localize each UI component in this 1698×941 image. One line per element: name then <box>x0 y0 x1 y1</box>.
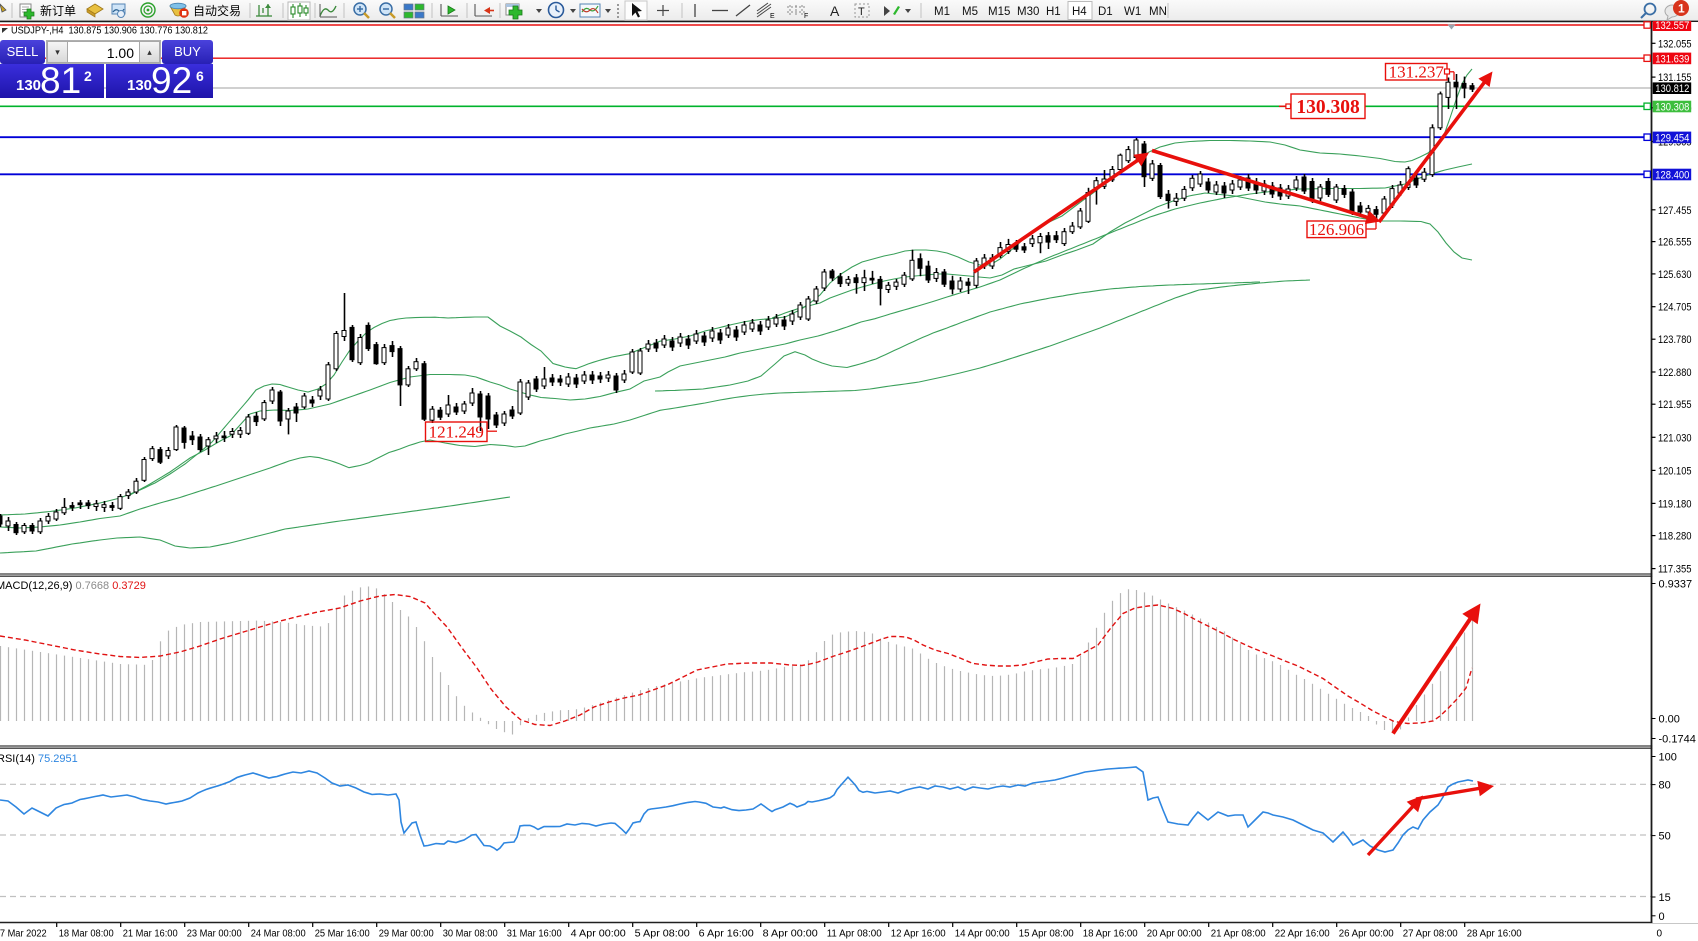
svg-text:18 Apr 16:00: 18 Apr 16:00 <box>1083 929 1138 940</box>
svg-text:121.955: 121.955 <box>1658 399 1692 411</box>
svg-text:新订单: 新订单 <box>40 3 76 18</box>
svg-text:23 Mar 00:00: 23 Mar 00:00 <box>187 929 242 940</box>
svg-text:12 Apr 16:00: 12 Apr 16:00 <box>891 929 946 940</box>
svg-text:100: 100 <box>1659 752 1677 764</box>
svg-text:130.308: 130.308 <box>1296 97 1360 118</box>
svg-text:21 Apr 08:00: 21 Apr 08:00 <box>1211 929 1266 940</box>
svg-text:130.308: 130.308 <box>1655 102 1689 114</box>
svg-text:27 Apr 08:00: 27 Apr 08:00 <box>1403 929 1458 940</box>
svg-text:123.780: 123.780 <box>1658 334 1692 346</box>
svg-text:M5: M5 <box>962 6 978 18</box>
svg-text:125.630: 125.630 <box>1658 269 1692 281</box>
svg-text:T: T <box>858 6 865 18</box>
svg-text:17 Mar 2022: 17 Mar 2022 <box>0 929 47 940</box>
svg-text:8 Apr 00:00: 8 Apr 00:00 <box>763 929 818 940</box>
svg-text:22 Apr 16:00: 22 Apr 16:00 <box>1275 929 1330 940</box>
svg-text:118.280: 118.280 <box>1658 531 1692 543</box>
svg-text:1: 1 <box>1678 2 1685 16</box>
svg-text:E: E <box>770 13 775 20</box>
svg-text:119.180: 119.180 <box>1658 498 1692 510</box>
svg-text:0.9337: 0.9337 <box>1659 579 1693 591</box>
svg-text:124.705: 124.705 <box>1658 302 1692 314</box>
svg-text:W1: W1 <box>1124 6 1141 18</box>
svg-text:130.812: 130.812 <box>1655 83 1689 95</box>
svg-text:131.639: 131.639 <box>1655 53 1689 65</box>
svg-text:H4: H4 <box>1072 6 1087 18</box>
svg-text:31 Mar 16:00: 31 Mar 16:00 <box>507 929 562 940</box>
svg-text:6 Apr 16:00: 6 Apr 16:00 <box>699 929 754 940</box>
svg-text:121.249: 121.249 <box>429 423 484 442</box>
svg-text:29 Mar 00:00: 29 Mar 00:00 <box>379 929 434 940</box>
svg-text:MACD(12,26,9) 0.7668 0.3729: MACD(12,26,9) 0.7668 0.3729 <box>0 580 146 592</box>
svg-text:117.355: 117.355 <box>1658 564 1692 576</box>
svg-text:122.880: 122.880 <box>1658 367 1692 379</box>
svg-text:MN: MN <box>1149 6 1167 18</box>
svg-text:131.155: 131.155 <box>1658 72 1692 84</box>
svg-text:D1: D1 <box>1098 6 1113 18</box>
svg-text:126.906: 126.906 <box>1309 220 1364 239</box>
svg-text:0: 0 <box>1659 911 1665 923</box>
svg-text:50: 50 <box>1659 831 1671 843</box>
svg-text:M30: M30 <box>1017 6 1039 18</box>
svg-text:14 Apr 00:00: 14 Apr 00:00 <box>955 929 1010 940</box>
svg-text:21 Mar 16:00: 21 Mar 16:00 <box>123 929 178 940</box>
svg-text:F: F <box>804 13 808 20</box>
svg-text:126.555: 126.555 <box>1658 237 1692 249</box>
svg-text:132.557: 132.557 <box>1655 20 1689 32</box>
svg-text:11 Apr 08:00: 11 Apr 08:00 <box>827 929 882 940</box>
svg-text:28 Apr 16:00: 28 Apr 16:00 <box>1467 929 1522 940</box>
svg-text:15: 15 <box>1659 892 1671 904</box>
svg-text:25 Mar 16:00: 25 Mar 16:00 <box>315 929 370 940</box>
svg-text:M1: M1 <box>934 6 950 18</box>
svg-text:H1: H1 <box>1046 6 1061 18</box>
svg-text:0.00: 0.00 <box>1659 714 1680 726</box>
svg-text:A: A <box>830 3 840 19</box>
svg-text:80: 80 <box>1659 780 1671 792</box>
svg-text:129.454: 129.454 <box>1655 132 1689 144</box>
svg-text:24 Mar 08:00: 24 Mar 08:00 <box>251 929 306 940</box>
svg-text:18 Mar 08:00: 18 Mar 08:00 <box>59 929 114 940</box>
svg-text:M15: M15 <box>988 6 1010 18</box>
svg-text:26 Apr 00:00: 26 Apr 00:00 <box>1339 929 1394 940</box>
svg-text:5 Apr 08:00: 5 Apr 08:00 <box>635 929 690 940</box>
svg-text:120.105: 120.105 <box>1658 465 1692 477</box>
svg-text:132.055: 132.055 <box>1658 38 1692 50</box>
svg-text:-0.1744: -0.1744 <box>1659 734 1696 746</box>
svg-text:RSI(14) 75.2951: RSI(14) 75.2951 <box>0 753 78 765</box>
svg-text:20 Apr 00:00: 20 Apr 00:00 <box>1147 929 1202 940</box>
svg-text:121.030: 121.030 <box>1658 432 1692 444</box>
svg-text:0: 0 <box>1657 929 1663 940</box>
svg-text:128.400: 128.400 <box>1655 170 1689 182</box>
svg-text:15 Apr 08:00: 15 Apr 08:00 <box>1019 929 1074 940</box>
svg-text:127.455: 127.455 <box>1658 205 1692 217</box>
svg-text:131.237: 131.237 <box>1389 63 1445 82</box>
svg-text:USDJPY-,H4 130.875 130.906 13: USDJPY-,H4 130.875 130.906 130.776 130.8… <box>11 26 208 37</box>
svg-text:4 Apr 00:00: 4 Apr 00:00 <box>571 929 626 940</box>
svg-text:自动交易: 自动交易 <box>193 3 241 18</box>
svg-text:30 Mar 08:00: 30 Mar 08:00 <box>443 929 498 940</box>
